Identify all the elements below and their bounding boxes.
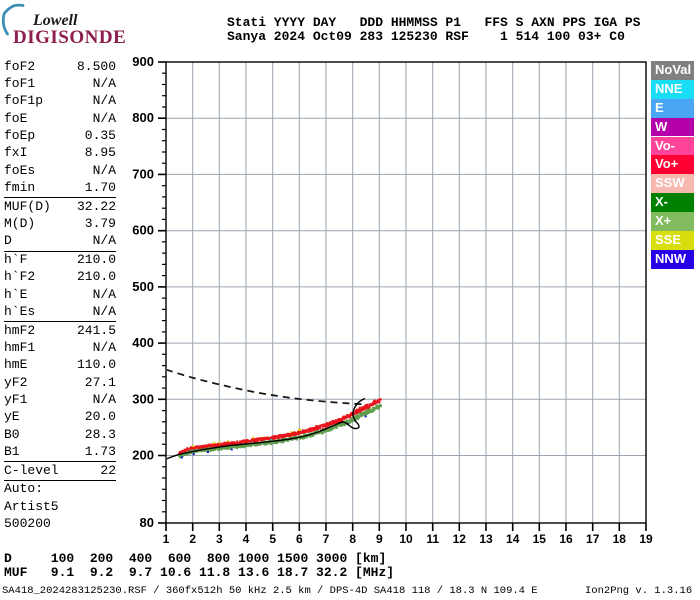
svg-text:3: 3 bbox=[216, 532, 223, 546]
svg-text:1: 1 bbox=[163, 532, 170, 546]
svg-text:2: 2 bbox=[189, 532, 196, 546]
svg-text:5: 5 bbox=[269, 532, 276, 546]
svg-text:9: 9 bbox=[376, 532, 383, 546]
svg-text:800: 800 bbox=[132, 110, 154, 125]
svg-text:10: 10 bbox=[399, 532, 413, 546]
svg-text:16: 16 bbox=[559, 532, 573, 546]
svg-text:200: 200 bbox=[132, 448, 154, 463]
svg-text:12: 12 bbox=[453, 532, 467, 546]
svg-text:6: 6 bbox=[296, 532, 303, 546]
svg-text:300: 300 bbox=[132, 391, 154, 406]
svg-text:600: 600 bbox=[132, 223, 154, 238]
svg-text:18: 18 bbox=[613, 532, 627, 546]
svg-text:900: 900 bbox=[132, 54, 154, 69]
svg-text:11: 11 bbox=[426, 532, 439, 546]
svg-text:700: 700 bbox=[132, 166, 154, 181]
svg-text:13: 13 bbox=[479, 532, 493, 546]
svg-text:8: 8 bbox=[349, 532, 356, 546]
svg-text:4: 4 bbox=[243, 532, 250, 546]
svg-text:80: 80 bbox=[140, 515, 154, 530]
svg-text:14: 14 bbox=[506, 532, 520, 546]
svg-text:15: 15 bbox=[533, 532, 547, 546]
svg-text:500: 500 bbox=[132, 279, 154, 294]
svg-text:17: 17 bbox=[586, 532, 600, 546]
svg-text:400: 400 bbox=[132, 335, 154, 350]
svg-text:19: 19 bbox=[639, 532, 653, 546]
svg-text:7: 7 bbox=[323, 532, 330, 546]
